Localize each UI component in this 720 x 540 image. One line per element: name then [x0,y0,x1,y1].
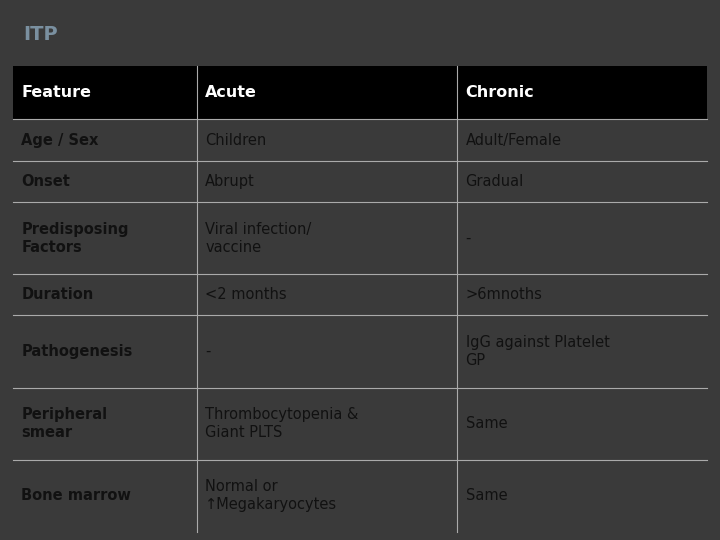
Text: Same: Same [466,488,507,503]
Text: Duration: Duration [22,287,94,302]
Text: Adult/Female: Adult/Female [466,133,562,147]
Text: Gradual: Gradual [466,174,523,189]
Text: Abrupt: Abrupt [205,174,255,189]
Text: Onset: Onset [22,174,70,189]
Text: Feature: Feature [22,85,91,100]
Text: >6mnoths: >6mnoths [466,287,542,302]
Text: Bone marrow: Bone marrow [22,488,131,503]
Text: Acute: Acute [205,85,257,100]
Text: Children: Children [205,133,266,147]
Text: <2 months: <2 months [205,287,287,302]
Text: Viral infection/
vaccine: Viral infection/ vaccine [205,221,312,254]
Text: Normal or
↑Megakaryocytes: Normal or ↑Megakaryocytes [205,480,338,512]
Text: ITP: ITP [23,25,58,44]
Bar [13,66,707,119]
Text: Age / Sex: Age / Sex [22,133,99,147]
Text: Predisposing
Factors: Predisposing Factors [22,221,129,254]
Text: -: - [466,231,471,246]
Text: Chronic: Chronic [466,85,534,100]
Text: Pathogenesis: Pathogenesis [22,344,132,359]
Text: -: - [205,344,210,359]
Text: Same: Same [466,416,507,431]
Text: Thrombocytopenia &
Giant PLTS: Thrombocytopenia & Giant PLTS [205,407,359,440]
Text: IgG against Platelet
GP: IgG against Platelet GP [466,335,609,368]
Text: Peripheral
smear: Peripheral smear [22,407,107,440]
